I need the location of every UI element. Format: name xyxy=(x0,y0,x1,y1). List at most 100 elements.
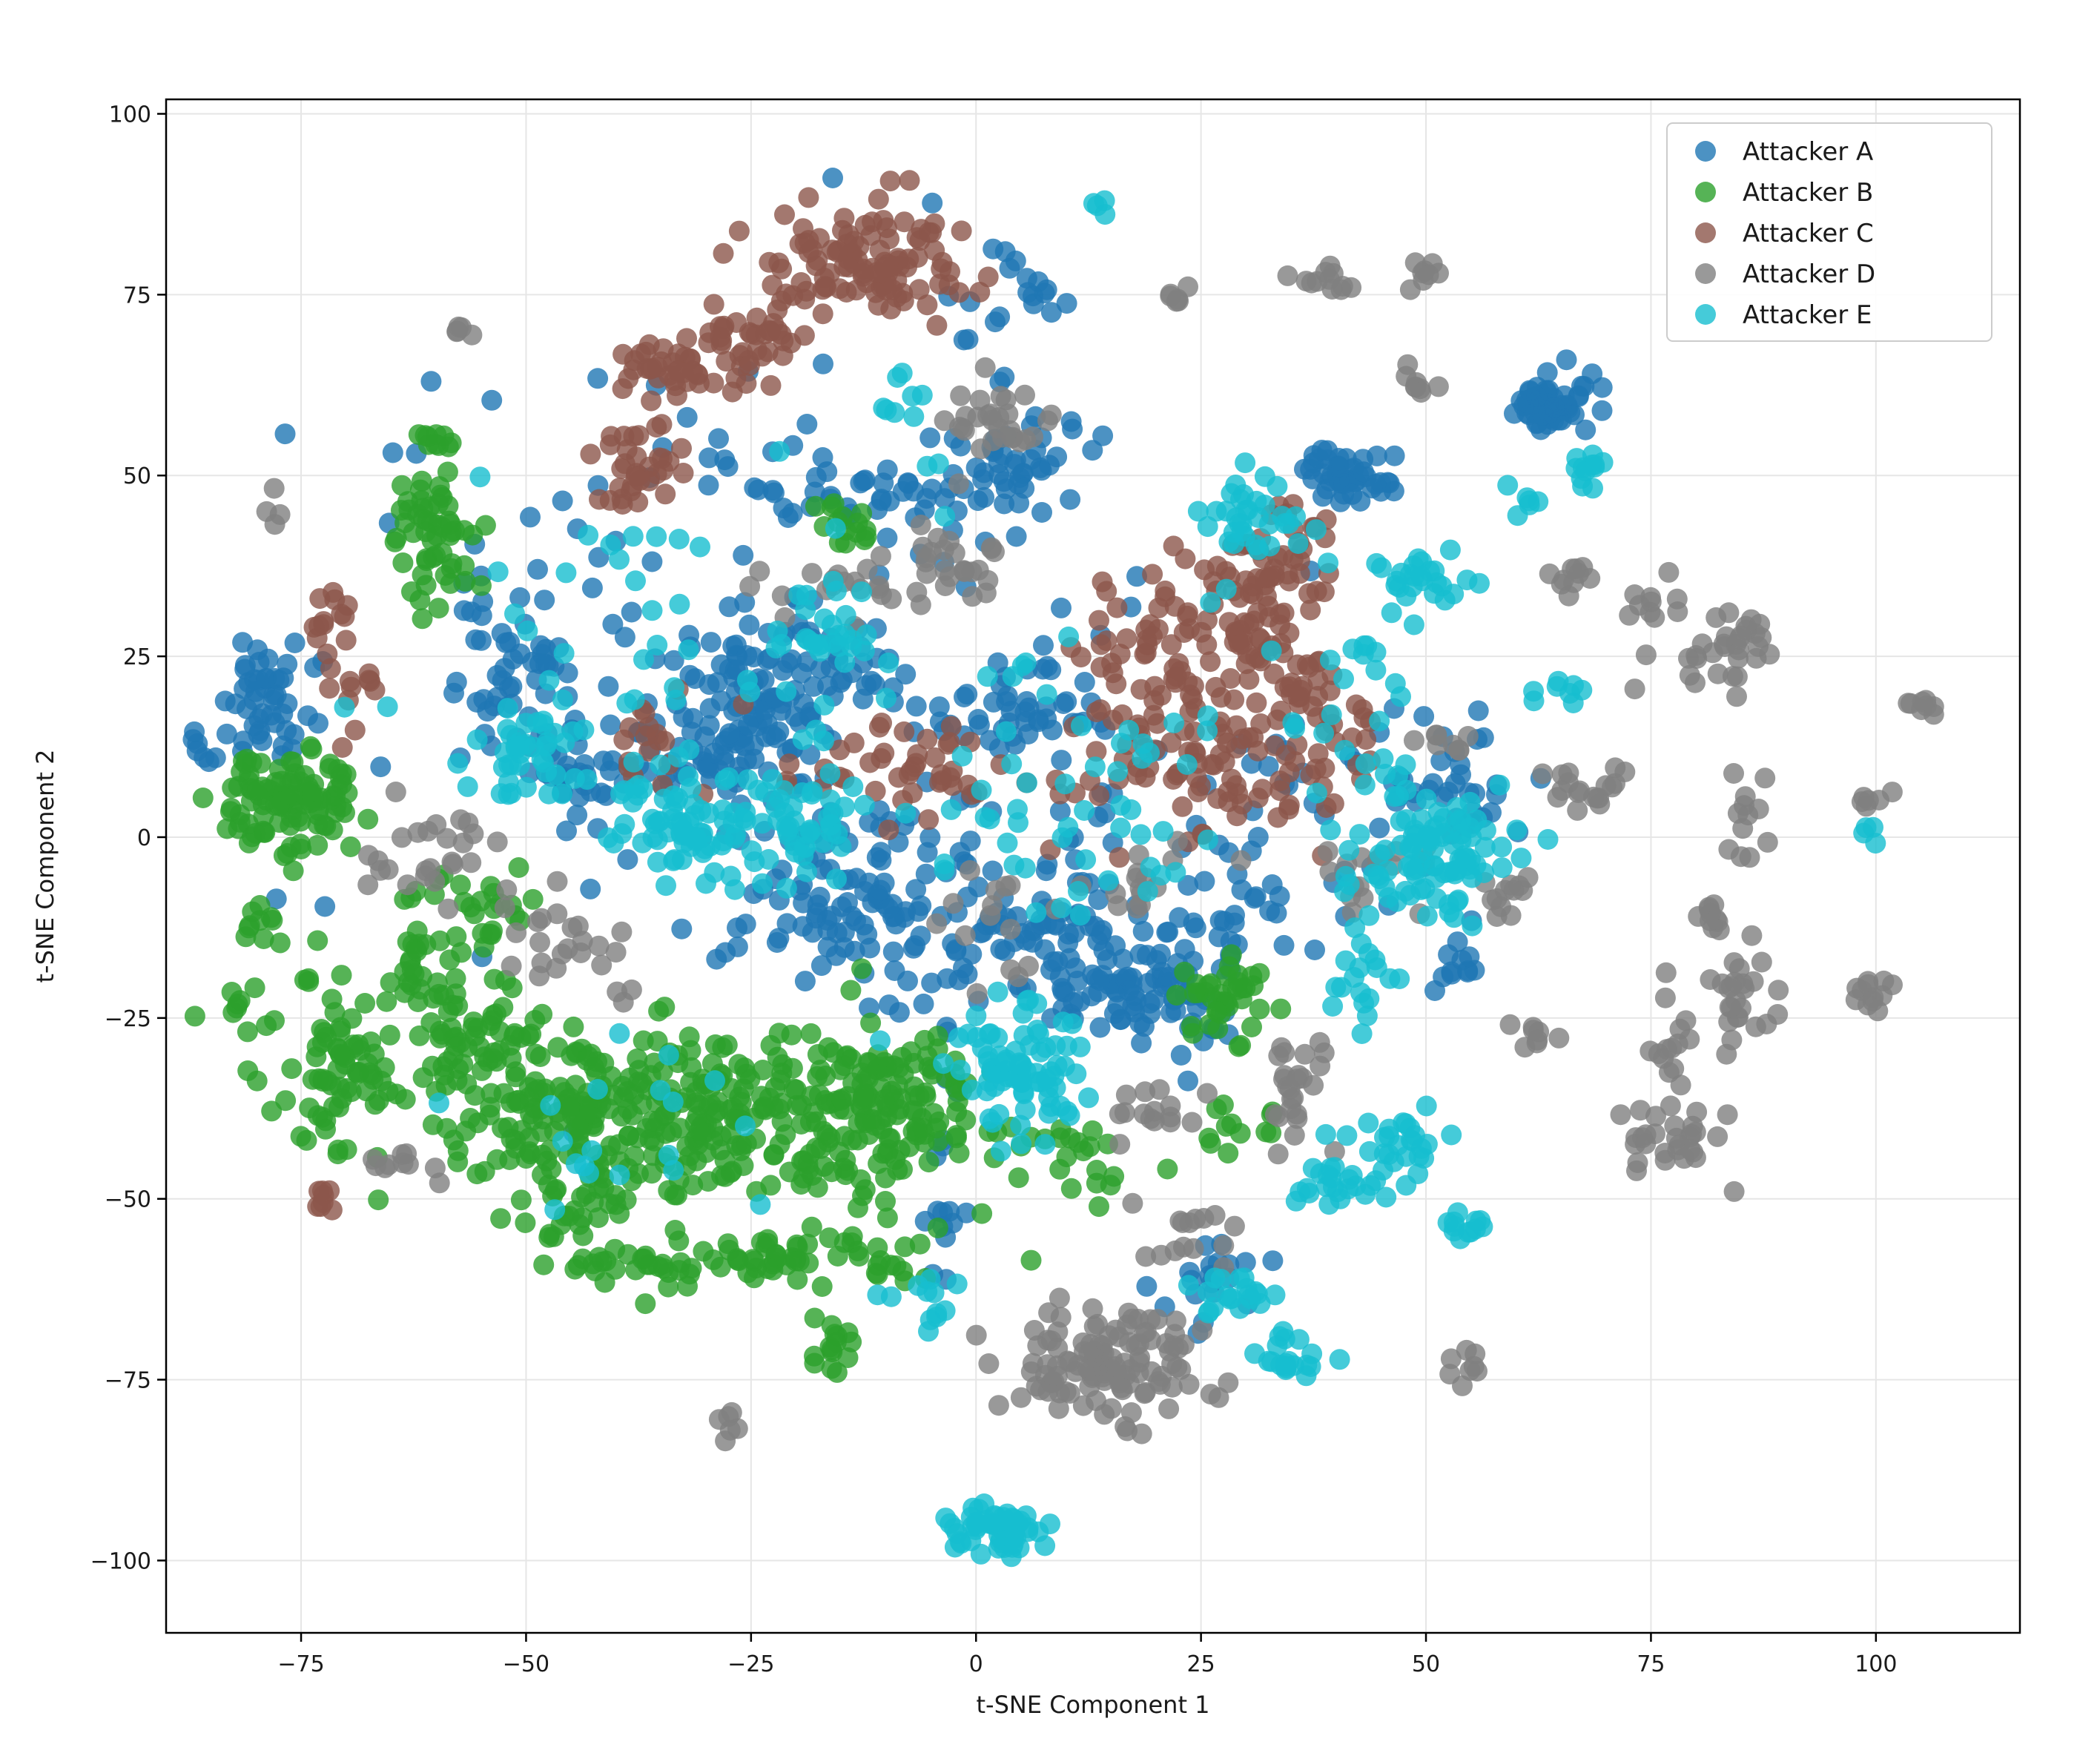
data-point xyxy=(494,897,515,919)
data-point xyxy=(1519,494,1540,515)
data-point xyxy=(874,1089,895,1110)
legend-box xyxy=(1666,122,1992,342)
data-point xyxy=(1311,440,1333,460)
data-point xyxy=(1136,1275,1158,1297)
data-point xyxy=(908,279,930,300)
data-point xyxy=(1497,475,1519,496)
data-point xyxy=(1720,997,1742,1018)
data-point xyxy=(1325,977,1347,998)
data-point xyxy=(1759,644,1780,665)
data-point xyxy=(971,779,992,801)
data-point xyxy=(1283,1087,1304,1109)
data-point xyxy=(1416,1095,1437,1117)
data-point xyxy=(713,242,734,264)
data-point xyxy=(842,1226,863,1247)
data-point xyxy=(1536,362,1558,383)
data-point xyxy=(957,963,978,985)
data-point xyxy=(409,590,431,611)
data-point xyxy=(1059,1351,1080,1373)
data-point xyxy=(617,1244,638,1265)
data-point xyxy=(878,653,899,673)
data-point xyxy=(1079,1376,1100,1398)
data-point xyxy=(1258,595,1279,617)
data-point xyxy=(1142,564,1163,585)
data-point xyxy=(988,464,1010,485)
data-point xyxy=(1001,753,1023,775)
data-point xyxy=(1088,889,1109,911)
data-point xyxy=(1082,440,1103,461)
data-point xyxy=(1187,501,1209,522)
data-point xyxy=(385,782,406,802)
data-point xyxy=(1264,1104,1286,1126)
data-point xyxy=(368,1189,389,1211)
data-point xyxy=(886,1104,908,1126)
data-point xyxy=(635,1293,656,1315)
data-point xyxy=(262,690,284,711)
data-point xyxy=(1267,475,1288,497)
data-point xyxy=(552,1131,573,1152)
data-point xyxy=(1658,1062,1680,1083)
data-point xyxy=(1107,761,1129,782)
data-point xyxy=(947,1091,968,1112)
data-point xyxy=(357,874,379,896)
data-point xyxy=(447,1140,469,1161)
data-point xyxy=(1036,684,1057,705)
data-point xyxy=(962,586,983,607)
data-point xyxy=(472,591,494,612)
data-point xyxy=(533,1254,555,1275)
data-point xyxy=(377,696,398,718)
data-point xyxy=(1224,689,1245,710)
data-point xyxy=(222,777,243,799)
data-point xyxy=(253,928,274,949)
data-point xyxy=(1015,652,1037,673)
data-point xyxy=(804,1307,825,1329)
data-point xyxy=(689,372,710,394)
data-point xyxy=(445,968,466,989)
data-point xyxy=(810,955,832,977)
data-point xyxy=(466,729,488,750)
data-point xyxy=(1083,1341,1104,1362)
data-point xyxy=(609,549,630,570)
data-point xyxy=(868,575,890,597)
data-point xyxy=(1863,816,1883,838)
data-point xyxy=(299,1097,320,1119)
data-point xyxy=(910,594,931,615)
data-point xyxy=(1287,654,1308,676)
data-point xyxy=(768,1023,790,1044)
data-point xyxy=(555,562,577,584)
data-point xyxy=(1289,549,1310,571)
data-point xyxy=(336,1139,357,1160)
data-point xyxy=(1135,1246,1157,1267)
data-point xyxy=(738,714,759,736)
data-point xyxy=(816,1124,838,1146)
data-point xyxy=(828,636,850,657)
data-point xyxy=(1645,1106,1666,1127)
data-point xyxy=(589,489,610,510)
data-point xyxy=(646,526,667,547)
data-point xyxy=(823,493,845,515)
data-point xyxy=(490,783,512,805)
data-point xyxy=(1040,659,1062,681)
data-point xyxy=(1151,1365,1172,1387)
data-point xyxy=(1255,1121,1277,1143)
data-point xyxy=(1389,968,1410,989)
data-point xyxy=(1329,1349,1350,1370)
data-point xyxy=(1047,951,1069,972)
data-point xyxy=(1117,1420,1138,1442)
data-point xyxy=(647,829,668,851)
data-point xyxy=(1042,719,1063,741)
data-point xyxy=(1134,1322,1155,1344)
data-point xyxy=(1159,1341,1180,1362)
data-point xyxy=(1444,1215,1465,1237)
data-point xyxy=(490,1208,512,1229)
data-point xyxy=(1645,1123,1665,1145)
data-point xyxy=(557,662,578,684)
data-point xyxy=(1218,956,1240,977)
data-point xyxy=(370,756,392,778)
data-point xyxy=(948,1027,969,1049)
data-point xyxy=(504,1023,526,1044)
data-point xyxy=(614,453,635,475)
data-point xyxy=(1751,627,1772,648)
data-point xyxy=(1290,1181,1311,1203)
data-point xyxy=(1230,850,1252,871)
